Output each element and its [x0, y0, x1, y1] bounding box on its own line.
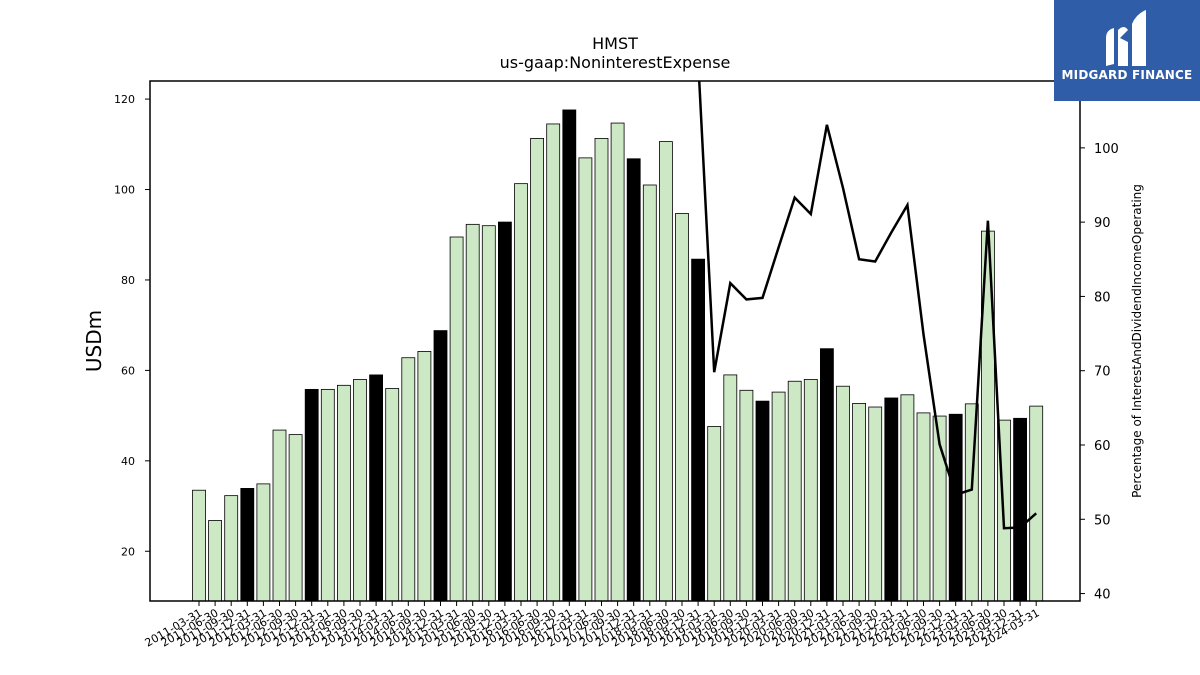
bar [1013, 417, 1027, 602]
bar [369, 374, 384, 602]
y2-tick-label: 90 [1094, 216, 1111, 231]
bar [256, 483, 271, 602]
logo-text: MIDGARD FINANCE [1061, 68, 1193, 82]
bar [401, 357, 416, 602]
bar [497, 221, 512, 602]
bar [900, 394, 915, 602]
y2-tick-label: 100 [1094, 142, 1119, 157]
bar [433, 330, 448, 602]
bar [481, 225, 496, 602]
bar [320, 388, 335, 602]
bar [884, 397, 899, 602]
bar [755, 400, 770, 602]
bar [610, 122, 625, 602]
bar [546, 123, 561, 602]
y-tick-label: 40 [121, 455, 135, 468]
bar [675, 213, 689, 602]
bar [787, 380, 802, 602]
bar [868, 406, 883, 602]
bar [288, 434, 303, 602]
y-axis-label: USDm [82, 310, 106, 372]
y-tick-label: 20 [121, 545, 135, 558]
line-layer [697, 81, 1038, 530]
y-tick-label: 80 [121, 274, 135, 287]
bars-layer [192, 109, 1044, 602]
bar [820, 348, 834, 602]
y-axis-left: 20 40 60 80 100 120 [114, 93, 150, 558]
y2-tick-label: 70 [1094, 365, 1111, 380]
midgard-finance-logo: MIDGARD FINANCE [1054, 0, 1200, 101]
bar [385, 388, 400, 602]
bar [353, 379, 367, 602]
bar [1029, 405, 1044, 602]
bar [304, 388, 319, 602]
bar [578, 157, 593, 602]
y2-tick-label: 50 [1094, 513, 1111, 528]
bar [852, 402, 866, 602]
y2-tick-label: 80 [1094, 290, 1111, 305]
y-axis-right: 40 50 60 70 80 90 100 [1080, 142, 1119, 603]
y-tick-label: 60 [121, 364, 135, 377]
y2-tick-label: 40 [1094, 588, 1111, 603]
chart-subtitle: us-gaap:NoninterestExpense [500, 53, 731, 72]
bar [240, 488, 255, 602]
bar [530, 138, 544, 602]
y2-axis-label: Percentage of InterestAndDividendIncomeO… [1130, 184, 1144, 498]
bar [208, 520, 223, 602]
bar [739, 389, 754, 602]
x-axis: 2011-03-312011-06-302011-09-302011-12-31… [143, 601, 1042, 650]
bar [803, 379, 818, 602]
plot-frame [149, 80, 1081, 602]
bar [562, 109, 577, 602]
chart-titles: HMST us-gaap:NoninterestExpense [500, 34, 731, 72]
y2-tick-label: 60 [1094, 439, 1111, 454]
chart-title: HMST [592, 34, 638, 53]
y-tick-label: 100 [114, 184, 135, 197]
midgard-logo-icon [1106, 10, 1146, 66]
bar [449, 236, 464, 602]
bar [465, 223, 480, 602]
bar [659, 141, 673, 602]
bar [723, 374, 738, 602]
bar [691, 258, 705, 602]
y-tick-label: 120 [114, 93, 135, 106]
bar [224, 495, 239, 602]
bar [336, 384, 351, 602]
series-line [697, 81, 1038, 530]
bar [642, 184, 657, 602]
bar [192, 489, 206, 602]
bar [707, 426, 722, 602]
bar [836, 385, 850, 602]
bar [626, 158, 641, 602]
bar [594, 138, 609, 602]
bar [514, 183, 528, 602]
bar [948, 413, 963, 602]
bar [771, 391, 786, 602]
bar [272, 429, 287, 602]
bar [916, 412, 931, 602]
bar [417, 350, 432, 602]
